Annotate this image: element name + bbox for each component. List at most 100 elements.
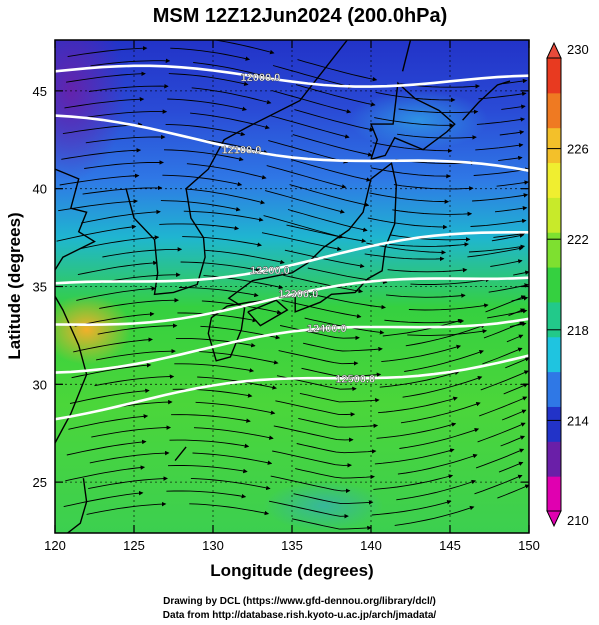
- streamline: [387, 267, 468, 273]
- streamline: [379, 370, 460, 388]
- streamline: [506, 334, 524, 343]
- y-tick-label: 30: [33, 377, 47, 392]
- streamline: [393, 184, 474, 191]
- streamline: [376, 422, 457, 439]
- contour-label: 12300.0: [278, 288, 318, 300]
- streamline: [295, 84, 376, 107]
- streamline: [498, 461, 524, 473]
- streamline: [89, 450, 170, 464]
- cyan-patch: [263, 480, 384, 531]
- streamline: [480, 370, 529, 391]
- streamline: [165, 123, 246, 137]
- streamline: [372, 142, 453, 154]
- streamline: [382, 318, 463, 337]
- colorbar-segment: [547, 441, 561, 477]
- streamline: [272, 450, 352, 468]
- streamline: [493, 231, 526, 238]
- streamline: [91, 425, 172, 438]
- colorbar-segment: [547, 476, 561, 512]
- cyan-patch: [348, 90, 489, 151]
- streamline: [271, 90, 352, 114]
- streamline: [511, 296, 529, 302]
- streamline: [171, 414, 251, 423]
- streamline: [297, 59, 378, 82]
- streamline: [375, 91, 456, 103]
- streamline: [399, 427, 480, 449]
- coastline: [207, 162, 398, 362]
- streamline: [167, 465, 248, 474]
- streamline: [82, 185, 163, 195]
- streamline: [394, 505, 475, 526]
- y-tick-label: 40: [33, 182, 47, 197]
- streamline: [295, 468, 375, 480]
- streamline: [275, 400, 356, 417]
- streamline: [58, 199, 138, 212]
- streamline: [373, 474, 454, 490]
- streamline: [273, 425, 354, 443]
- colorbar-segment: [547, 58, 561, 94]
- streamline: [378, 396, 458, 414]
- streamline: [374, 448, 455, 465]
- colorbar-tick-label: 210: [567, 513, 589, 528]
- streamline: [272, 65, 353, 89]
- cold-anomaly: [55, 40, 126, 181]
- streamline: [284, 249, 365, 269]
- streamline: [292, 134, 373, 157]
- streamline: [400, 401, 481, 424]
- streamline: [470, 218, 527, 227]
- streamline: [502, 78, 528, 85]
- contour-label: 12500.0: [335, 373, 375, 385]
- streamline: [167, 98, 247, 112]
- streamline: [286, 224, 367, 243]
- streamline: [159, 223, 240, 231]
- coastline: [174, 446, 187, 462]
- x-tick-label: 135: [281, 538, 303, 553]
- streamline: [198, 351, 279, 365]
- streamline: [364, 253, 445, 262]
- x-axis-label: Longitude (degrees): [210, 561, 373, 580]
- streamline: [497, 484, 529, 499]
- streamline: [374, 117, 454, 128]
- streamline: [203, 275, 284, 290]
- streamline: [474, 474, 523, 495]
- streamline: [183, 210, 264, 222]
- streamline: [467, 246, 524, 258]
- x-tick-label: 150: [518, 538, 540, 553]
- colorbar-tick-label: 230: [567, 42, 589, 57]
- streamline: [66, 439, 147, 456]
- streamline: [73, 337, 153, 353]
- contour-line: [55, 64, 529, 88]
- streamline: [79, 235, 160, 250]
- contour-label: 12000.0: [241, 72, 281, 84]
- colorbar-segment: [547, 371, 561, 407]
- streamline: [264, 190, 345, 214]
- colorbar-segment: [547, 232, 561, 268]
- streamline: [289, 184, 370, 207]
- streamline: [63, 490, 144, 508]
- streamline: [193, 427, 274, 440]
- streamline: [69, 388, 150, 404]
- streamline: [491, 233, 525, 242]
- x-axis: 120 125 130 135 140 145 150: [44, 40, 540, 553]
- streamline: [65, 465, 146, 482]
- x-tick-label: 120: [44, 538, 66, 553]
- streamline: [294, 109, 375, 132]
- coastline: [462, 80, 511, 121]
- streamline: [385, 293, 466, 298]
- streamline: [291, 159, 371, 182]
- streamline: [472, 193, 529, 202]
- colorbar-tick-label: 218: [567, 323, 589, 338]
- x-tick-label: 145: [439, 538, 461, 553]
- streamline: [392, 209, 473, 217]
- streamline: [97, 323, 178, 335]
- plot-area: 12000.0 12100.0 12200.0 12300.0 12400.0 12500…: [55, 40, 529, 533]
- streamline: [487, 309, 528, 319]
- streamline: [485, 295, 526, 313]
- contour-label: 12200.0: [250, 265, 290, 277]
- height-contours: 12000.0 12100.0 12200.0 12300.0 12400.0 12500…: [55, 64, 529, 421]
- y-tick-label: 35: [33, 280, 47, 295]
- streamline: [408, 303, 489, 311]
- streamline: [81, 209, 161, 224]
- streamline: [266, 165, 347, 189]
- streamline: [281, 299, 362, 319]
